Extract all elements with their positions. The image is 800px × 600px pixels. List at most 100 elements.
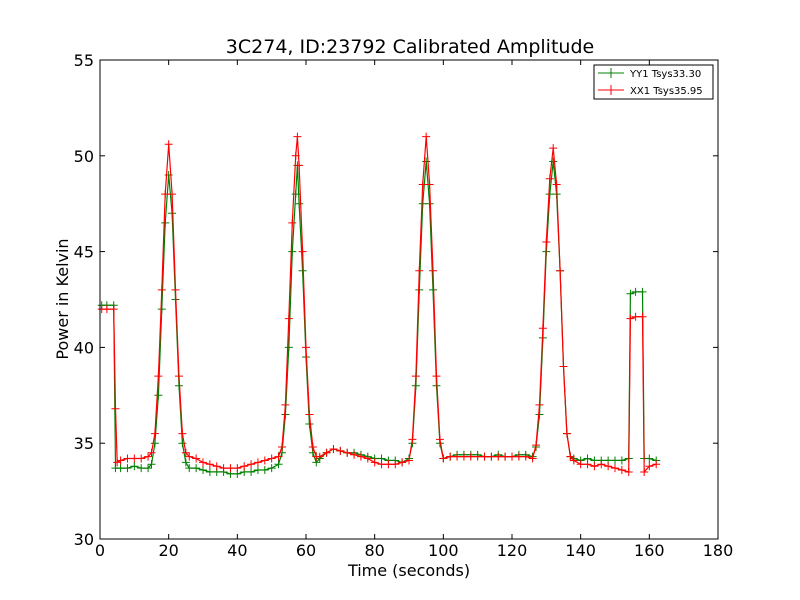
data-point-marker <box>157 305 166 314</box>
data-point-marker <box>473 452 482 461</box>
data-point-marker <box>528 454 537 463</box>
data-point-marker <box>350 450 359 459</box>
data-point-marker <box>154 372 163 381</box>
data-point-marker <box>116 464 125 473</box>
data-point-marker <box>185 464 194 473</box>
data-point-marker <box>288 247 297 256</box>
data-point-marker <box>611 464 619 473</box>
series-1 <box>97 132 661 476</box>
data-point-marker <box>583 460 592 469</box>
data-point-marker <box>640 467 649 476</box>
data-point-marker <box>562 429 571 438</box>
data-point-marker <box>429 266 438 275</box>
data-point-marker <box>617 456 626 465</box>
data-point-marker <box>171 285 180 294</box>
data-point-marker <box>192 464 201 473</box>
data-point-marker <box>192 454 201 463</box>
data-point-marker <box>305 410 314 419</box>
data-point-marker <box>240 462 249 471</box>
data-point-marker <box>144 452 153 461</box>
data-point-marker <box>267 464 276 473</box>
data-point-marker <box>267 454 276 463</box>
data-point-marker <box>626 289 635 298</box>
data-point-marker <box>549 157 558 166</box>
data-point-marker <box>435 435 444 444</box>
data-point-marker <box>123 464 132 473</box>
data-point-marker <box>305 420 314 429</box>
chart-title: 3C274, ID:23792 Calibrated Amplitude <box>226 36 594 58</box>
data-point-marker <box>604 462 613 471</box>
data-point-marker <box>205 467 214 476</box>
data-point-marker <box>566 452 575 461</box>
data-point-marker <box>137 454 146 463</box>
data-point-marker <box>466 452 475 461</box>
data-point-marker <box>453 452 462 461</box>
data-point-marker <box>631 312 640 321</box>
plot-frame <box>99 59 719 540</box>
data-point-marker <box>178 429 187 438</box>
data-point-marker <box>487 452 496 461</box>
data-point-marker <box>418 180 427 189</box>
data-point-marker <box>274 452 283 461</box>
data-point-marker <box>157 285 166 294</box>
data-point-marker <box>247 467 256 476</box>
data-point-marker <box>147 460 156 469</box>
data-point-marker <box>569 456 578 465</box>
data-point-marker <box>645 462 654 471</box>
data-point-marker <box>150 429 159 438</box>
data-point-marker <box>590 462 599 471</box>
y-tick-label: 50 <box>74 147 94 166</box>
x-tick-label: 180 <box>703 541 734 560</box>
data-point-marker <box>295 199 304 208</box>
data-point-marker <box>199 458 207 467</box>
y-axis-label: Power in Kelvin <box>53 238 72 359</box>
data-point-marker <box>638 287 647 296</box>
data-point-marker <box>652 460 661 469</box>
data-point-marker <box>298 247 307 256</box>
data-point-marker <box>150 439 159 448</box>
data-point-marker <box>545 174 554 183</box>
data-point-marker <box>480 452 489 461</box>
data-point-marker <box>363 454 372 463</box>
data-point-marker <box>521 452 530 461</box>
data-point-marker <box>508 452 516 461</box>
data-point-marker <box>113 458 122 467</box>
data-point-marker <box>576 460 585 469</box>
plot-series-layer <box>97 132 661 478</box>
data-point-marker <box>284 314 293 323</box>
data-point-marker <box>617 466 626 475</box>
data-point-marker <box>611 456 619 465</box>
data-point-marker <box>315 452 324 461</box>
x-tick-label: 100 <box>428 541 459 560</box>
data-point-marker <box>322 448 331 457</box>
data-point-marker <box>556 266 565 275</box>
data-point-marker <box>446 452 455 461</box>
x-tick-label: 40 <box>227 541 247 560</box>
data-point-marker <box>626 314 635 323</box>
data-point-marker <box>212 462 221 471</box>
data-point-marker <box>408 435 417 444</box>
data-point-marker <box>302 343 310 352</box>
data-point-marker <box>281 400 290 409</box>
x-tick-label: 80 <box>364 541 384 560</box>
axis-ticks-layer: 0 20 40 60 80 100 120 140 160 180 30 35 40 45 50 55 <box>74 51 734 560</box>
data-point-marker <box>415 266 424 275</box>
data-point-marker <box>370 458 379 467</box>
data-point-marker <box>422 157 431 166</box>
data-point-marker <box>144 464 153 473</box>
data-point-marker <box>552 180 561 189</box>
data-point-marker <box>161 190 170 199</box>
data-point-marker <box>545 190 554 199</box>
data-point-marker <box>274 460 283 469</box>
data-point-marker <box>154 391 163 400</box>
data-point-marker <box>291 190 300 199</box>
data-point-marker <box>168 190 177 199</box>
data-point-marker <box>233 464 242 473</box>
data-point-marker <box>116 456 125 465</box>
data-point-marker <box>226 464 235 473</box>
data-point-marker <box>291 151 300 160</box>
legend-label-xx1: XX1 Tsys35.95 <box>630 86 703 97</box>
y-tick-label: 40 <box>74 338 94 357</box>
data-point-marker <box>137 464 146 473</box>
